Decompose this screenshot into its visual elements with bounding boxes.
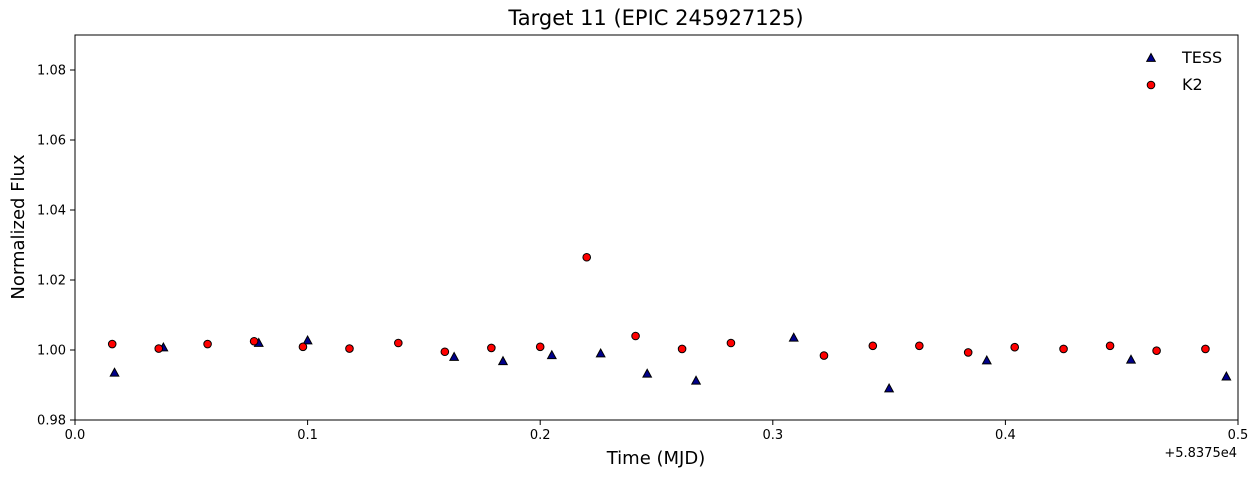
tess-point [1125,354,1137,364]
k2-point [677,344,687,354]
legend: TESS K2 [1145,48,1222,94]
tess-point [642,368,653,378]
k2-point [963,348,973,357]
legend-label-tess: TESS [1181,48,1222,67]
tess-point [302,335,313,345]
x-tick-label: 0.1 [297,428,318,443]
k2-point [1059,344,1068,354]
k2-point [249,336,259,346]
x-tick-label: 0.5 [1228,428,1249,443]
tess-point [1221,371,1232,381]
k2-point [298,342,308,352]
k2-point [1010,342,1020,352]
tess-point [981,354,992,365]
chart-title: Target 11 (EPIC 245927125) [507,6,803,30]
axis-ticks: 0.0 0.1 0.2 0.3 0.4 0.5 0.98 1.00 1.02 1.04 1.06 1.… [37,64,1248,444]
y-tick-label: 1.04 [37,204,66,219]
x-tick-label: 0.4 [995,428,1016,443]
k2-point [440,347,450,357]
legend-marker-tess [1145,52,1157,62]
tess-point [546,349,557,360]
data-marks [107,252,1232,393]
y-tick-label: 1.02 [37,274,66,289]
x-tick-label: 0.0 [65,428,86,443]
x-offset-label: +5.8375e4 [1164,446,1237,461]
k2-point [535,342,545,352]
tess-point [883,382,895,393]
y-tick-label: 1.06 [37,134,66,149]
tess-point [595,347,606,358]
k2-point [1201,344,1210,354]
k2-point [868,341,878,351]
plot-frame [74,34,1239,421]
k2-point [394,338,403,348]
k2-point [487,343,496,353]
y-tick-label: 1.08 [37,64,66,79]
x-tick-label: 0.2 [530,428,551,443]
tess-point [109,367,120,377]
k2-point [582,252,592,262]
tess-point [788,332,799,342]
k2-point [203,339,212,349]
x-tick-label: 0.3 [762,428,783,443]
tess-point [449,351,460,361]
y-tick-label: 0.98 [37,414,66,429]
k2-point [154,344,164,353]
k2-point [107,339,117,349]
y-tick-label: 1.00 [37,344,66,359]
y-axis-label: Normalized Flux [8,154,29,300]
tess-point [497,355,509,366]
tess-point [690,375,702,385]
k2-point [819,351,829,360]
k2-point [631,331,640,341]
k2-point [915,341,924,351]
k2-point [345,344,354,353]
k2-point [726,338,736,348]
legend-marker-k2 [1146,80,1156,90]
k2-point [1152,346,1161,356]
legend-label-k2: K2 [1182,75,1203,94]
k2-point [1105,341,1115,351]
x-axis-label: Time (MJD) [606,448,706,469]
